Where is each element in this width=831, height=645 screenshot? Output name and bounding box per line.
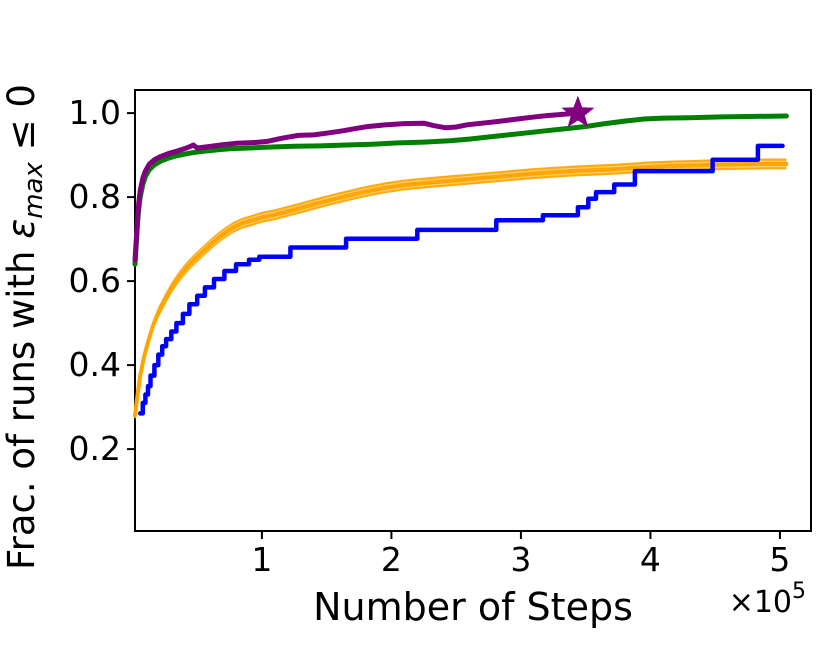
series-purple-star-run xyxy=(132,95,595,263)
orange-band-run-band xyxy=(135,158,787,421)
x-offset-base: ×10 xyxy=(729,585,792,620)
x-offset-exponent: 5 xyxy=(792,579,806,604)
y-label-epsilon: ε xyxy=(0,219,43,239)
x-axis-label: Number of Steps xyxy=(313,585,633,629)
x-axis-ticks: 1 2 3 4 5 xyxy=(251,531,790,579)
series-layer xyxy=(132,95,789,418)
y-label-suffix: ≤ 0 xyxy=(0,84,43,162)
y-tick-label: 0.2 xyxy=(69,429,121,468)
series-green-run xyxy=(132,113,789,267)
x-tick-label: 4 xyxy=(640,540,661,579)
x-tick-label: 3 xyxy=(510,540,531,579)
x-axis-offset: ×105 xyxy=(729,579,806,620)
y-tick-label: 0.4 xyxy=(69,345,121,384)
y-tick-label: 0.8 xyxy=(69,177,121,216)
y-tick-label: 0.6 xyxy=(69,261,121,300)
orange-band-run-line xyxy=(133,161,789,418)
orange-band-run-band-streak xyxy=(134,165,787,419)
y-axis-ticks: 0.2 0.4 0.6 0.8 1.0 xyxy=(69,93,135,468)
plot-border xyxy=(134,89,812,532)
green-run-line xyxy=(132,113,789,267)
blue-step-run-line xyxy=(137,143,785,416)
y-axis-label: Frac. of runs with εmax ≤ 0 xyxy=(0,84,49,570)
purple-star-run-star-marker-icon xyxy=(561,95,595,128)
series-blue-step-run xyxy=(137,143,785,416)
y-label-prefix: Frac. of runs with xyxy=(0,239,43,570)
y-label-subscript: max xyxy=(19,162,49,219)
series-orange-band-run xyxy=(133,161,789,418)
y-tick-label: 1.0 xyxy=(69,93,121,132)
x-tick-label: 2 xyxy=(381,540,402,579)
x-tick-label: 5 xyxy=(769,540,790,579)
purple-star-run-line xyxy=(132,110,581,263)
x-tick-label: 1 xyxy=(251,540,272,579)
orange-band-run-band-streak xyxy=(134,160,787,414)
band-layer xyxy=(134,158,787,421)
